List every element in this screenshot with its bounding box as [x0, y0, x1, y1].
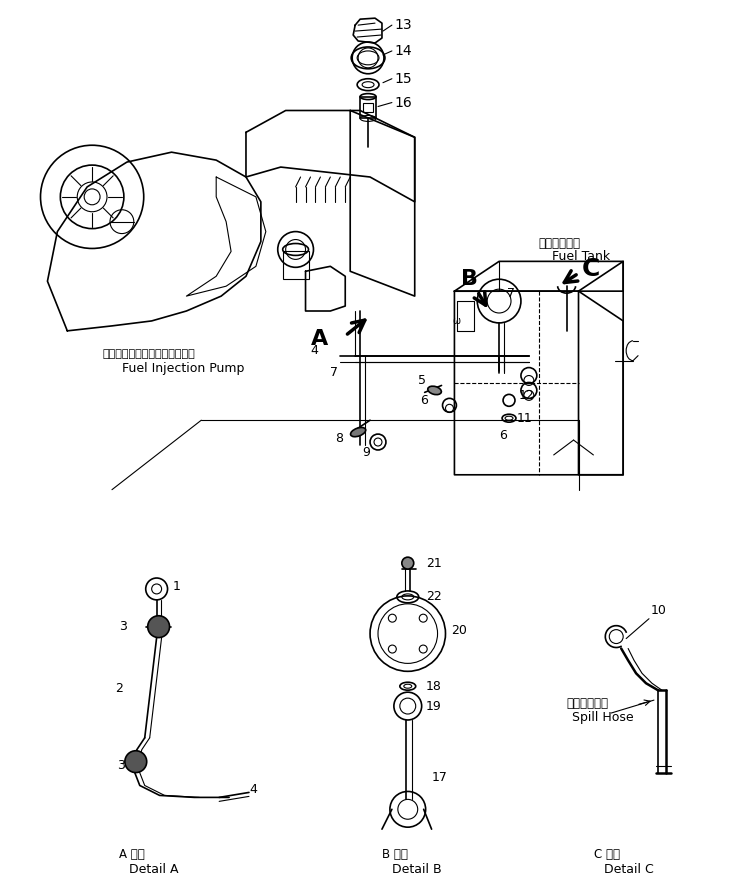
- Text: 14: 14: [395, 44, 412, 58]
- Text: 22: 22: [426, 591, 442, 603]
- Text: A: A: [310, 329, 328, 349]
- Text: 13: 13: [395, 18, 412, 32]
- Bar: [363, 103, 373, 112]
- Text: 9: 9: [362, 447, 370, 459]
- Text: B 詳細: B 詳細: [382, 848, 408, 862]
- Text: フエルタンク: フエルタンク: [539, 237, 581, 250]
- Text: 6: 6: [499, 428, 507, 442]
- Circle shape: [148, 615, 170, 638]
- Text: 3: 3: [117, 759, 125, 772]
- Text: 17: 17: [432, 771, 448, 784]
- Text: C: C: [581, 257, 600, 281]
- Text: 21: 21: [426, 557, 442, 570]
- Text: A 詳細: A 詳細: [119, 848, 145, 862]
- Text: 16: 16: [395, 95, 413, 110]
- Text: Detail A: Detail A: [129, 863, 178, 876]
- Text: Detail B: Detail B: [392, 863, 442, 876]
- Circle shape: [125, 751, 146, 772]
- Text: 20: 20: [451, 624, 467, 637]
- Text: 4: 4: [249, 783, 257, 796]
- Circle shape: [402, 558, 414, 569]
- Text: 18: 18: [426, 680, 442, 693]
- Text: 15: 15: [395, 71, 412, 86]
- Text: ω: ω: [452, 316, 461, 326]
- Text: Spill Hose: Spill Hose: [572, 712, 633, 724]
- Text: Fuel Tank: Fuel Tank: [552, 250, 610, 263]
- Text: C 詳細: C 詳細: [594, 848, 621, 862]
- Text: 4: 4: [310, 344, 319, 357]
- Bar: [282, 252, 309, 279]
- Text: 5: 5: [418, 374, 426, 387]
- Bar: [360, 96, 376, 119]
- Ellipse shape: [428, 386, 442, 394]
- Text: Fuel Injection Pump: Fuel Injection Pump: [122, 362, 245, 375]
- Text: 3: 3: [119, 620, 127, 633]
- Text: 19: 19: [426, 699, 442, 713]
- Text: スピルホース: スピルホース: [566, 697, 609, 710]
- Ellipse shape: [350, 427, 365, 437]
- Text: フエルインジェクションポンプ: フエルインジェクションポンプ: [102, 349, 195, 359]
- Text: Detail C: Detail C: [604, 863, 654, 876]
- Text: 11: 11: [517, 412, 533, 425]
- Text: B: B: [461, 269, 479, 289]
- Text: 12: 12: [519, 389, 535, 402]
- Text: 7: 7: [331, 366, 338, 379]
- Text: 10: 10: [651, 604, 667, 617]
- Text: 2: 2: [115, 681, 123, 695]
- Text: 6: 6: [420, 394, 427, 407]
- Text: 8: 8: [335, 432, 344, 444]
- Text: 1: 1: [173, 581, 180, 593]
- Text: 7: 7: [507, 286, 515, 300]
